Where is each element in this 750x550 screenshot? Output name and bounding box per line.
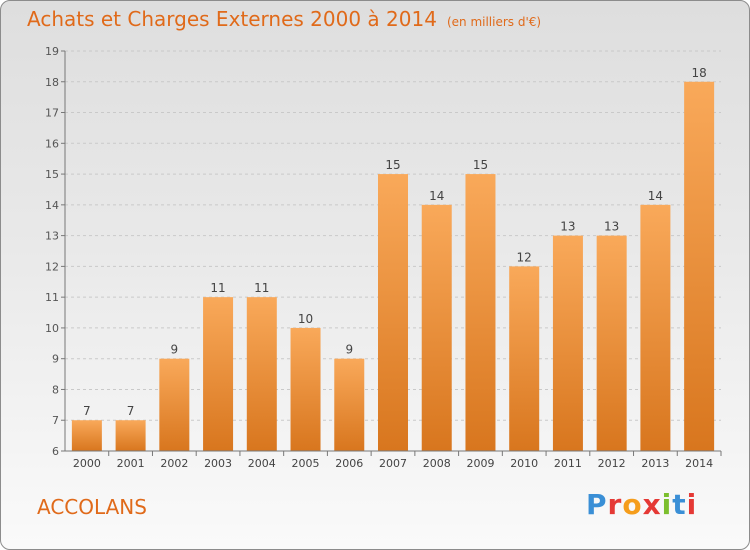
x-tick-label: 2007 (379, 457, 407, 470)
x-tick-label: 2010 (510, 457, 538, 470)
x-tick-label: 2005 (292, 457, 320, 470)
data-label: 13 (560, 220, 575, 234)
bar (684, 81, 715, 452)
chart-subtitle: (en milliers d'€) (446, 15, 542, 29)
bar (290, 327, 321, 451)
data-label: 11 (210, 281, 225, 295)
x-tick-label: 2014 (685, 457, 713, 470)
y-tick-label: 16 (45, 137, 59, 150)
y-tick-label: 14 (45, 199, 59, 212)
bar (421, 204, 452, 451)
bars: 7 7 9 11 11 10 9 15 14 15 12 13 13 14 18 (71, 66, 715, 452)
data-label: 10 (298, 312, 313, 326)
bar (159, 358, 190, 451)
y-tick-label: 15 (45, 168, 59, 181)
x-tick-label: 2002 (160, 457, 188, 470)
x-tick-label: 2004 (248, 457, 276, 470)
bar (640, 204, 671, 451)
chart-title-text: Achats et Charges Externes 2000 à 2014 (27, 7, 437, 31)
data-label: 15 (385, 158, 400, 172)
chart-title: Achats et Charges Externes 2000 à 2014 (e… (27, 7, 541, 31)
data-label: 13 (604, 220, 619, 234)
logo-letter: r (607, 488, 623, 521)
x-tick-label: 2013 (641, 457, 669, 470)
logo-letter: t (672, 488, 687, 521)
logo-letter: i (661, 488, 673, 521)
y-tick-label: 11 (45, 291, 59, 304)
y-tick-label: 8 (52, 383, 59, 396)
y-tick-label: 13 (45, 230, 59, 243)
x-tick-label: 2012 (598, 457, 626, 470)
bar (552, 235, 583, 451)
logo-letter: i (686, 488, 698, 521)
y-tick-label: 12 (45, 260, 59, 273)
x-tick-label: 2006 (335, 457, 363, 470)
data-label: 14 (429, 189, 444, 203)
x-tick-label: 2003 (204, 457, 232, 470)
y-tick-label: 7 (52, 414, 59, 427)
y-tick-label: 10 (45, 322, 59, 335)
data-label: 15 (473, 158, 488, 172)
data-label: 18 (691, 66, 706, 80)
proxiti-logo: Proxiti (586, 488, 697, 521)
y-tick-label: 17 (45, 107, 59, 120)
bar (334, 358, 365, 451)
logo-letter: o (622, 488, 643, 521)
y-tick-label: 19 (45, 45, 59, 58)
y-tick-label: 18 (45, 76, 59, 89)
data-label: 12 (517, 250, 532, 264)
data-label: 11 (254, 281, 269, 295)
x-tick-label: 2011 (554, 457, 582, 470)
x-tick-label: 2001 (117, 457, 145, 470)
y-tick-label: 9 (52, 353, 59, 366)
x-tick-label: 2000 (73, 457, 101, 470)
x-tick-label: 2009 (466, 457, 494, 470)
data-label: 9 (171, 343, 179, 357)
bar (596, 235, 627, 451)
y-tick-label: 6 (52, 445, 59, 458)
commune-name: ACCOLANS (37, 495, 147, 519)
bar (203, 297, 234, 451)
data-label: 14 (648, 189, 663, 203)
bar (115, 420, 146, 451)
data-label: 9 (345, 343, 353, 357)
bar (509, 266, 540, 451)
logo-letter: P (586, 488, 608, 521)
data-label: 7 (127, 404, 135, 418)
x-tick-label: 2008 (423, 457, 451, 470)
bar (378, 174, 408, 452)
logo-letter: x (642, 488, 662, 521)
axes: 6 7 8 9 10 11 12 13 14 15 16 17 18 19 2000 2001 2002 2003… (45, 45, 722, 470)
bar (246, 297, 277, 451)
bar (71, 420, 102, 451)
bar (465, 174, 496, 452)
data-label: 7 (83, 404, 91, 418)
